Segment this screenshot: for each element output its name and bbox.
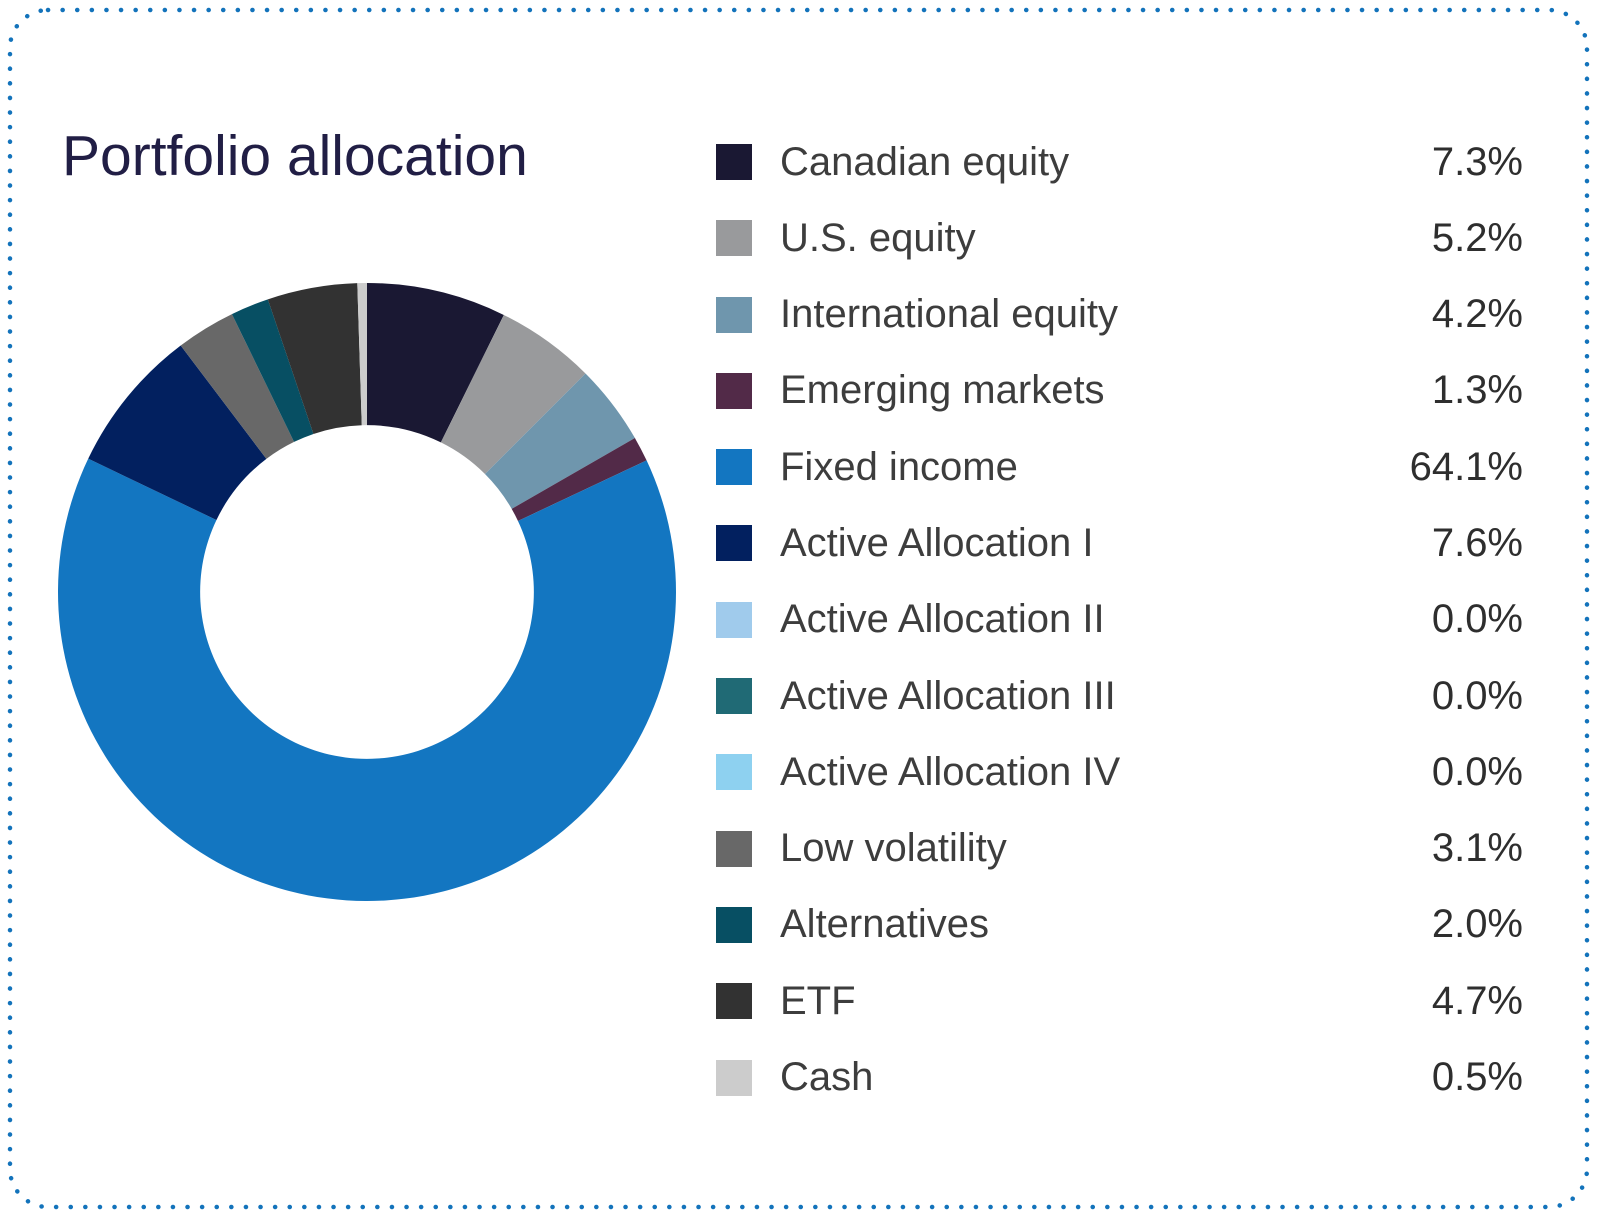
legend-label: Active Allocation II bbox=[780, 597, 1105, 642]
donut-segment-international-equity bbox=[484, 373, 635, 509]
donut-chart bbox=[57, 282, 677, 902]
legend-label: Canadian equity bbox=[780, 139, 1070, 184]
legend-row: Emerging markets 1.3% bbox=[716, 368, 1523, 413]
legend-row: Active Allocation II 0.0% bbox=[716, 597, 1523, 642]
legend-value: 4.2% bbox=[1431, 292, 1523, 337]
legend-row: ETF 4.7% bbox=[716, 979, 1523, 1023]
legend-value: 2.0% bbox=[1431, 902, 1523, 947]
legend-label: International equity bbox=[780, 292, 1119, 337]
legend-row: Low volatility 3.1% bbox=[716, 826, 1523, 871]
legend-label: Fixed income bbox=[780, 444, 1018, 489]
legend-swatch bbox=[716, 525, 752, 562]
legend-swatch bbox=[716, 678, 752, 715]
donut-segment-cash bbox=[357, 283, 367, 426]
legend-value: 1.3% bbox=[1431, 368, 1523, 413]
legend-swatch bbox=[716, 601, 752, 638]
legend-value: 64.1% bbox=[1409, 444, 1523, 489]
legend-value: 4.7% bbox=[1431, 978, 1523, 1023]
legend-swatch bbox=[716, 296, 752, 333]
donut-segment-emerging-markets bbox=[511, 438, 647, 521]
page-title: Portfolio allocation bbox=[62, 124, 528, 188]
legend-label: Active Allocation IV bbox=[780, 749, 1121, 794]
legend-label: Cash bbox=[780, 1055, 874, 1100]
legend-swatch bbox=[716, 754, 752, 791]
legend-row: Fixed income 64.1% bbox=[716, 445, 1523, 489]
legend-value: 0.0% bbox=[1431, 673, 1523, 718]
legend-label: Active Allocation I bbox=[780, 520, 1094, 565]
legend-row: U.S. equity 5.2% bbox=[716, 216, 1523, 260]
legend-swatch bbox=[716, 983, 752, 1020]
legend-swatch bbox=[716, 830, 752, 867]
donut-segment-low-volatility bbox=[180, 314, 295, 459]
legend-swatch bbox=[716, 372, 752, 409]
legend-row: Cash 0.5% bbox=[716, 1055, 1523, 1100]
donut-segment-etf bbox=[267, 283, 362, 434]
donut-segment-canadian-equity bbox=[367, 283, 504, 443]
legend-label: Emerging markets bbox=[780, 368, 1105, 413]
donut-segment-alternatives bbox=[231, 299, 314, 442]
legend-swatch bbox=[716, 144, 752, 180]
donut-segment-active-allocation-i bbox=[88, 345, 267, 521]
legend-row: Active Allocation III 0.0% bbox=[716, 674, 1523, 718]
legend-value: 0.5% bbox=[1431, 1055, 1523, 1100]
legend-label: ETF bbox=[780, 978, 856, 1023]
legend-swatch bbox=[716, 449, 752, 486]
legend-row: Alternatives 2.0% bbox=[716, 902, 1523, 947]
legend-swatch bbox=[716, 1059, 752, 1096]
donut-segment-u-s-equity bbox=[440, 314, 586, 475]
legend: Canadian equity 7.3% U.S. equity 5.2% In… bbox=[716, 140, 1523, 1100]
legend-row: International equity 4.2% bbox=[716, 292, 1523, 337]
legend-value: 3.1% bbox=[1431, 826, 1523, 871]
legend-value: 7.6% bbox=[1431, 520, 1523, 565]
legend-label: Alternatives bbox=[780, 902, 989, 947]
legend-row: Active Allocation IV 0.0% bbox=[716, 750, 1523, 794]
legend-value: 0.0% bbox=[1431, 749, 1523, 794]
legend-row: Canadian equity 7.3% bbox=[716, 140, 1523, 184]
legend-label: U.S. equity bbox=[780, 215, 976, 260]
legend-value: 5.2% bbox=[1431, 215, 1523, 260]
legend-label: Low volatility bbox=[780, 826, 1007, 871]
legend-swatch bbox=[716, 220, 752, 257]
legend-swatch bbox=[716, 906, 752, 943]
legend-value: 0.0% bbox=[1431, 597, 1523, 642]
legend-label: Active Allocation III bbox=[780, 673, 1116, 718]
legend-value: 7.3% bbox=[1431, 139, 1523, 184]
donut-segments bbox=[57, 283, 676, 901]
legend-row: Active Allocation I 7.6% bbox=[716, 521, 1523, 565]
donut-segment-fixed-income bbox=[57, 458, 676, 901]
